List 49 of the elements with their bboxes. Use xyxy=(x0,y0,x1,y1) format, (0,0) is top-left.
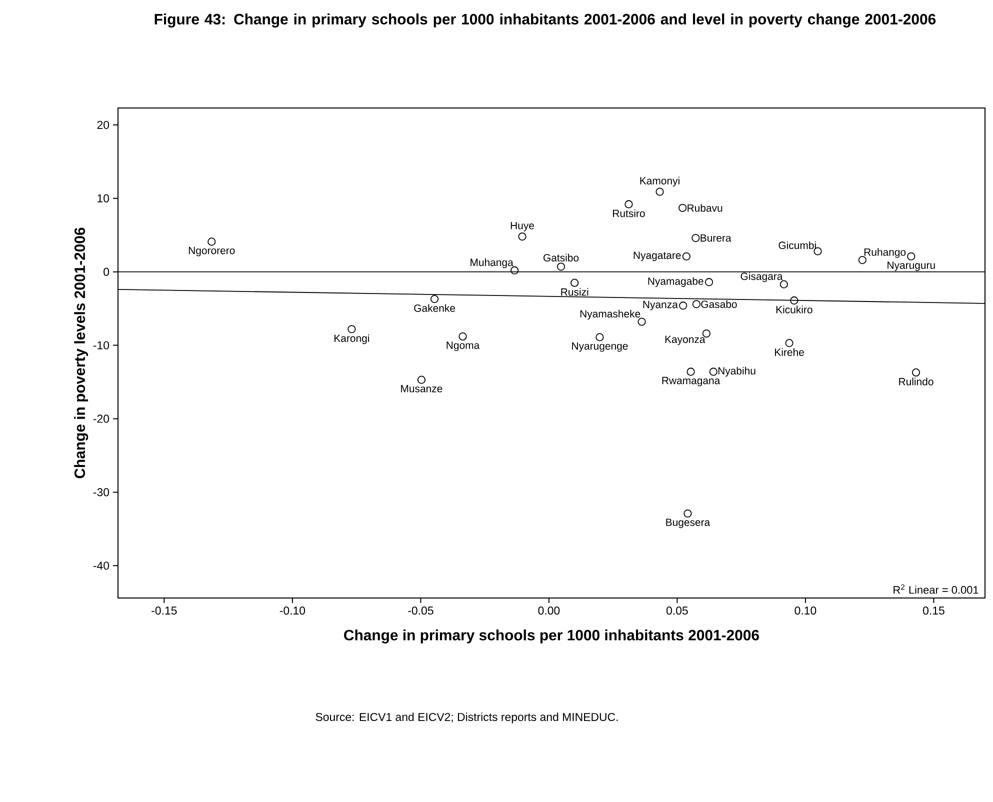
annotation: Rubavu xyxy=(688,204,722,212)
x-tick-label: -0.10 xyxy=(280,606,306,615)
annotation: Rusizi xyxy=(561,288,588,296)
annotation: Kamonyi xyxy=(640,176,680,187)
annotation: Nyabihu xyxy=(718,366,756,377)
y-tick-label: -30 xyxy=(93,488,110,496)
annotation: Kicukiro xyxy=(776,306,812,314)
annotation: Gicumbi xyxy=(778,241,816,250)
annotation: Gasabo xyxy=(701,300,737,308)
annotation: Gatsibo xyxy=(544,254,579,262)
annotation: Burera xyxy=(700,234,732,242)
annotation: Kayonza xyxy=(665,336,706,346)
annotation: Nyanza xyxy=(643,300,678,310)
annotation: Rwamagana xyxy=(662,376,720,386)
x-tick-label: 0.15 xyxy=(923,606,944,615)
annotation: Bugesera xyxy=(666,518,710,528)
annotation: Ngoma xyxy=(446,342,480,352)
annotation: Gisagara xyxy=(740,272,783,282)
annotation: Nyaruguru xyxy=(888,262,935,271)
annotation: Kirehe xyxy=(775,348,804,356)
annotation: Gakenke xyxy=(414,304,455,312)
annotation: Rulindo xyxy=(899,378,934,386)
annotation: Nyamagabe xyxy=(648,277,704,287)
chart-title: Figure 43: Change in primary schools per 1000 inhabitants 2001-2006 and level in poverty change 2001-2006 xyxy=(154,14,936,28)
y-tick-label: 10 xyxy=(98,194,110,202)
annotation: Karongi xyxy=(334,334,370,344)
x-tick-label: -0.05 xyxy=(408,606,434,615)
x-tick-label: 0.05 xyxy=(666,606,688,615)
y-axis-title: Change in poverty levels 2001-2006 xyxy=(74,228,88,478)
annotation: Ngororero xyxy=(188,246,235,256)
annotation: Muhanga xyxy=(470,258,514,268)
annotation: Ruhango xyxy=(864,248,906,258)
annotation: Rutsiro xyxy=(613,209,645,218)
y-tick-label: -20 xyxy=(93,414,110,423)
y-tick-label: 20 xyxy=(97,120,110,129)
source-note: Source: EICV1 and EICV2; Districts reports and MINEDUC. xyxy=(316,712,618,724)
y-tick-label: -40 xyxy=(93,562,110,570)
annotation: Musanze xyxy=(401,385,442,392)
annotation: Huye xyxy=(510,222,534,232)
annotation: Nyagatare xyxy=(634,252,681,262)
x-tick-label: 0.00 xyxy=(538,606,560,615)
annotation: R$^{2}$ Linear = 0.001 xyxy=(894,584,978,594)
annotation: Nyarugenge xyxy=(572,342,628,352)
x-tick-label: 0.10 xyxy=(794,606,816,615)
annotation: Nyamasheke xyxy=(580,310,640,320)
x-tick-label: -0.15 xyxy=(152,606,177,615)
x-axis-title: Change in primary schools per 1000 inhabitants 2001-2006 xyxy=(344,629,759,644)
y-tick-label: 0 xyxy=(104,268,110,276)
y-tick-label: -10 xyxy=(93,341,110,350)
